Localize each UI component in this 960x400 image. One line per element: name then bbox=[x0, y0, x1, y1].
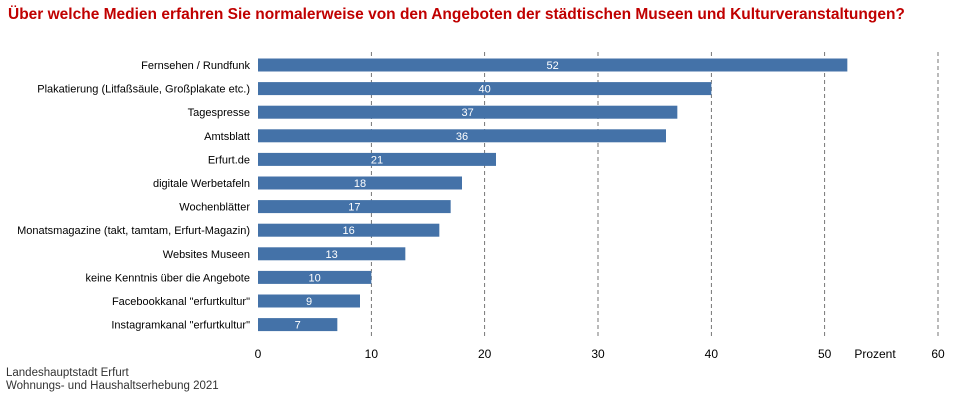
x-tick-label: 60 bbox=[931, 347, 945, 361]
source-line-publisher: Landeshauptstadt Erfurt bbox=[6, 367, 129, 379]
bar-value-label: 9 bbox=[306, 296, 312, 308]
bar bbox=[258, 270, 372, 284]
category-label: Websites Museen bbox=[163, 249, 250, 261]
x-tick-label: 40 bbox=[705, 347, 719, 361]
bar-value-label: 40 bbox=[479, 84, 491, 96]
x-tick-label: 0 bbox=[255, 347, 262, 361]
bar-value-label: 52 bbox=[547, 60, 559, 72]
bar bbox=[258, 176, 462, 190]
bar-value-label: 21 bbox=[371, 154, 383, 166]
category-label: Erfurt.de bbox=[208, 154, 250, 166]
source-note: Landeshauptstadt Erfurt Wohnungs- und Ha… bbox=[6, 367, 219, 393]
bar bbox=[258, 105, 678, 119]
grid-lines bbox=[370, 52, 939, 338]
category-label: Fernsehen / Rundfunk bbox=[141, 60, 250, 72]
bar-value-label: 10 bbox=[309, 272, 321, 284]
bar-value-label: 18 bbox=[354, 178, 366, 190]
x-axis-title: Prozent bbox=[854, 347, 896, 361]
bar-value-label: 37 bbox=[462, 107, 474, 119]
source-line-survey: Wohnungs- und Haushaltserhebung 2021 bbox=[6, 380, 219, 392]
bar bbox=[258, 82, 712, 96]
bar bbox=[258, 58, 848, 72]
category-label: Amtsblatt bbox=[204, 131, 250, 143]
x-tick-label: 50 bbox=[818, 347, 832, 361]
category-label: digitale Werbetafeln bbox=[153, 178, 250, 190]
category-labels: Fernsehen / Rundfunk Plakatierung (Litfaß… bbox=[17, 60, 250, 332]
x-tick-label: 20 bbox=[478, 347, 492, 361]
bar bbox=[258, 129, 666, 143]
bar-value-label: 17 bbox=[348, 202, 360, 214]
bar-value-label: 7 bbox=[295, 320, 301, 332]
x-tick-label: 10 bbox=[365, 347, 379, 361]
bar-value-label: 13 bbox=[326, 249, 338, 261]
category-label: Wochenblätter bbox=[179, 202, 250, 214]
bar-value-label: 36 bbox=[456, 131, 468, 143]
bar bbox=[258, 200, 451, 214]
chart-title: Über welche Medien erfahren Sie normaler… bbox=[8, 6, 905, 23]
x-tick-label: 30 bbox=[591, 347, 605, 361]
bar bbox=[258, 152, 496, 166]
x-axis-ticks: 0 10 20 30 40 50 60 bbox=[255, 347, 945, 361]
bar bbox=[258, 294, 360, 308]
bar bbox=[258, 247, 406, 261]
category-label: Facebookkanal "erfurtkultur" bbox=[112, 296, 250, 308]
category-label: Tagespresse bbox=[188, 107, 250, 119]
category-label: keine Kenntnis über die Angebote bbox=[85, 272, 250, 284]
bar bbox=[258, 318, 338, 332]
category-label: Plakatierung (Litfaßsäule, Großplakate e… bbox=[37, 84, 250, 96]
category-label: Instagramkanal "erfurtkultur" bbox=[111, 320, 250, 332]
bar-value-label: 16 bbox=[343, 225, 355, 237]
bar-value-labels: 52 40 37 36 21 18 17 16 13 10 97 bbox=[295, 60, 559, 332]
bars bbox=[258, 58, 848, 332]
category-label: Monatsmagazine (takt, tamtam, Erfurt-Mag… bbox=[17, 225, 250, 237]
bar bbox=[258, 223, 440, 237]
